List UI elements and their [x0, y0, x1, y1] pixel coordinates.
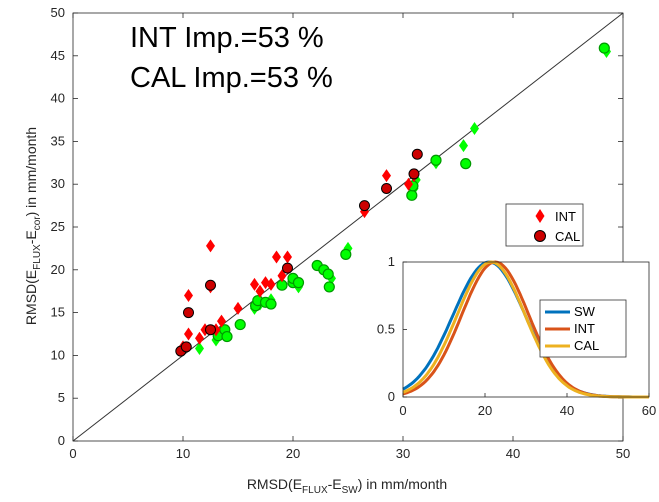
int-point — [272, 250, 281, 264]
inset-tick-labels: 0 20 40 60 0 0.5 1 — [377, 254, 656, 418]
int-point — [283, 250, 292, 264]
x-tick-label: 50 — [616, 446, 630, 461]
inset-y-tick-label: 0.5 — [377, 322, 395, 337]
cal-point — [183, 307, 194, 319]
int-point — [184, 327, 193, 341]
int-point — [404, 177, 413, 191]
legend-cal-curve-label: CAL — [574, 338, 599, 353]
cal-point — [411, 148, 423, 160]
sw-circle-point — [406, 189, 418, 201]
scatter-points — [175, 42, 611, 357]
sw-circle-point — [340, 248, 352, 260]
sw-circle-point — [460, 158, 472, 170]
legend-cal-marker — [534, 230, 546, 242]
x-tick-label: 10 — [176, 446, 190, 461]
cal-point — [205, 279, 216, 291]
x-tick-label: 0 — [69, 446, 76, 461]
int-point — [184, 288, 193, 302]
int-point — [255, 284, 265, 298]
y-tick-label: 35 — [51, 133, 65, 148]
inset-density-chart: 0 20 40 60 0 0.5 1 SW INT CAL — [377, 254, 656, 418]
int-point — [277, 269, 287, 283]
sw-circle-point — [598, 42, 610, 54]
cal-point — [282, 262, 293, 274]
cal-point — [359, 200, 370, 212]
sw-circle-point — [221, 330, 233, 343]
sw-circle-point — [234, 318, 246, 331]
legend-int-marker — [535, 209, 545, 223]
y-tick-label: 45 — [51, 48, 65, 63]
y-tick-label: 10 — [51, 347, 65, 362]
y-tick-label: 15 — [51, 305, 65, 320]
y-tick-label: 20 — [51, 262, 65, 277]
inset-x-tick-label: 0 — [399, 403, 406, 418]
cal-point — [180, 341, 192, 353]
int-point — [250, 277, 259, 291]
sw-diamond-point — [470, 122, 479, 136]
y-tick-label: 0 — [58, 433, 65, 448]
main-legend: INT CAL — [505, 203, 584, 247]
inset-x-tick-label: 40 — [560, 403, 574, 418]
sw-diamond-point — [459, 139, 468, 153]
cal-improvement-annotation: CAL Imp.=53 % — [130, 62, 333, 94]
sw-circle-point — [323, 281, 335, 293]
y-tick-label: 30 — [51, 176, 65, 191]
y-tick-label: 40 — [51, 91, 65, 106]
legend-int-curve-label: INT — [574, 321, 595, 336]
int-point — [217, 314, 226, 328]
sw-circle-point — [430, 154, 442, 166]
cal-point — [205, 324, 216, 336]
int-point — [206, 239, 215, 253]
legend-int-label: INT — [555, 209, 576, 224]
cal-point — [408, 168, 420, 180]
legend-cal-label: CAL — [555, 229, 580, 244]
x-tick-label: 40 — [506, 446, 520, 461]
x-tick-label: 20 — [286, 446, 300, 461]
int-point — [266, 277, 276, 291]
inset-legend: SW INT CAL — [539, 299, 627, 358]
x-axis-label: RMSD(EFLUX-ESW) in mm/month — [247, 476, 447, 496]
y-tick-label: 5 — [58, 390, 65, 405]
inset-x-tick-label: 60 — [642, 403, 656, 418]
sw-circle-point — [265, 298, 277, 310]
inset-y-tick-label: 0 — [388, 389, 395, 404]
x-tick-label: 30 — [396, 446, 410, 461]
y-tick-label: 25 — [51, 219, 65, 234]
int-point — [233, 301, 243, 315]
y-tick-label: 50 — [51, 5, 65, 20]
one-to-one-line — [72, 12, 624, 442]
sw-circle-point — [292, 277, 305, 289]
legend-sw-label: SW — [574, 304, 596, 319]
int-improvement-annotation: INT Imp.=53 % — [130, 22, 324, 54]
sw-diamond-point — [195, 342, 204, 356]
y-axis-label: RMSD(EFLUX-Ecor) in mm/month — [23, 127, 43, 325]
inset-x-tick-label: 20 — [478, 403, 492, 418]
int-point — [382, 169, 391, 183]
int-point — [195, 331, 204, 345]
inset-y-tick-label: 1 — [388, 254, 395, 269]
cal-point — [381, 182, 392, 194]
sw-circle-point — [322, 268, 334, 280]
